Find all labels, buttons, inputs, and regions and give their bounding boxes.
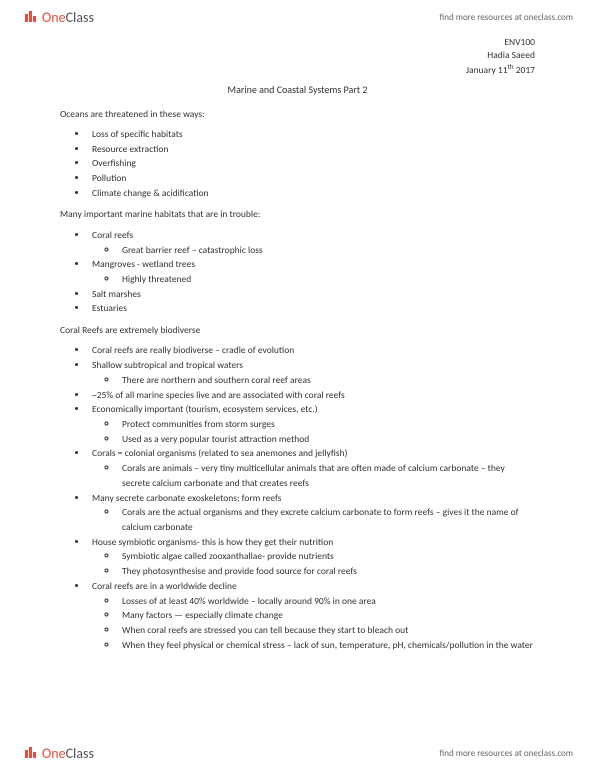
bullet-list: Loss of specific habitatsResource extrac…	[60, 127, 535, 201]
logo-icon	[22, 744, 40, 762]
list-item: When coral reefs are stressed you can te…	[118, 623, 535, 638]
list-item: Pollution	[88, 171, 535, 186]
list-item: Coral reefsGreat barrier reef – catastro…	[88, 228, 535, 257]
list-item: Resource extraction	[88, 142, 535, 157]
list-item: Coral reefs are in a worldwide declineLo…	[88, 579, 535, 653]
list-item: Highly threatened	[118, 272, 535, 287]
logo-text: OneClass	[42, 745, 94, 762]
list-item: Shallow subtropical and tropical watersT…	[88, 358, 535, 387]
footer-logo[interactable]: OneClass	[22, 744, 94, 762]
page-title: Marine and Coastal Systems Part 2	[60, 83, 535, 96]
sub-list: Corals are the actual organisms and they…	[92, 505, 535, 534]
list-item: House symbiotic organisms- this is how t…	[88, 535, 535, 579]
list-item: Many factors — especially climate change	[118, 608, 535, 623]
logo-text: OneClass	[42, 9, 94, 26]
list-item: Protect communities from storm surges	[118, 417, 535, 432]
document-meta: ENV100 Hadia Saeed January 11th 2017	[60, 36, 535, 77]
section-intro: Coral Reefs are extremely biodiverse	[60, 324, 535, 337]
document-date: January 11th 2017	[60, 62, 535, 77]
sub-list: Corals are animals – very tiny multicell…	[92, 461, 535, 490]
list-item: Corals are animals – very tiny multicell…	[118, 461, 535, 490]
list-item: Symbiotic algae called zooxanthallae- pr…	[118, 549, 535, 564]
author-name: Hadia Saeed	[60, 49, 535, 62]
sub-list: Highly threatened	[92, 272, 535, 287]
list-item: Many secrete carbonate exoskeletons; for…	[88, 491, 535, 535]
list-item: Corals = colonial organisms (related to …	[88, 446, 535, 490]
list-item: Estuaries	[88, 301, 535, 316]
list-item: There are northern and southern coral re…	[118, 373, 535, 388]
list-item: Mangroves - wetland treesHighly threaten…	[88, 257, 535, 286]
footer-link[interactable]: find more resources at oneclass.com	[440, 748, 573, 759]
list-item: Corals are the actual organisms and they…	[118, 505, 535, 534]
page-footer: OneClass find more resources at oneclass…	[0, 738, 595, 770]
list-item: Coral reefs are really biodiverse – crad…	[88, 343, 535, 358]
logo[interactable]: OneClass	[22, 8, 94, 26]
list-item: ~25% of all marine species live and are …	[88, 388, 535, 403]
bullet-list: Coral reefs are really biodiverse – crad…	[60, 343, 535, 652]
list-item: Overfishing	[88, 156, 535, 171]
list-item: Losses of at least 40% worldwide – local…	[118, 594, 535, 609]
page-header: OneClass find more resources at oneclass…	[0, 0, 595, 30]
list-item: Salt marshes	[88, 287, 535, 302]
header-link[interactable]: find more resources at oneclass.com	[440, 12, 573, 23]
sub-list: Symbiotic algae called zooxanthallae- pr…	[92, 549, 535, 578]
logo-icon	[22, 8, 40, 26]
list-item: Economically important (tourism, ecosyst…	[88, 402, 535, 446]
page-content: ENV100 Hadia Saeed January 11th 2017 Mar…	[0, 30, 595, 666]
sub-list: Losses of at least 40% worldwide – local…	[92, 594, 535, 653]
sub-list: Great barrier reef – catastrophic loss	[92, 243, 535, 258]
list-item: Climate change & acidification	[88, 186, 535, 201]
list-item: They photosynthesise and provide food so…	[118, 564, 535, 579]
section-intro: Many important marine habitats that are …	[60, 208, 535, 221]
sub-list: Protect communities from storm surgesUse…	[92, 417, 535, 446]
sub-list: There are northern and southern coral re…	[92, 373, 535, 388]
list-item: Great barrier reef – catastrophic loss	[118, 243, 535, 258]
list-item: Used as a very popular tourist attractio…	[118, 432, 535, 447]
section-intro: Oceans are threatened in these ways:	[60, 108, 535, 121]
bullet-list: Coral reefsGreat barrier reef – catastro…	[60, 228, 535, 316]
list-item: When they feel physical or chemical stre…	[118, 638, 535, 653]
course-code: ENV100	[60, 36, 535, 49]
list-item: Loss of specific habitats	[88, 127, 535, 142]
sections-container: Oceans are threatened in these ways: Loss…	[60, 108, 535, 653]
